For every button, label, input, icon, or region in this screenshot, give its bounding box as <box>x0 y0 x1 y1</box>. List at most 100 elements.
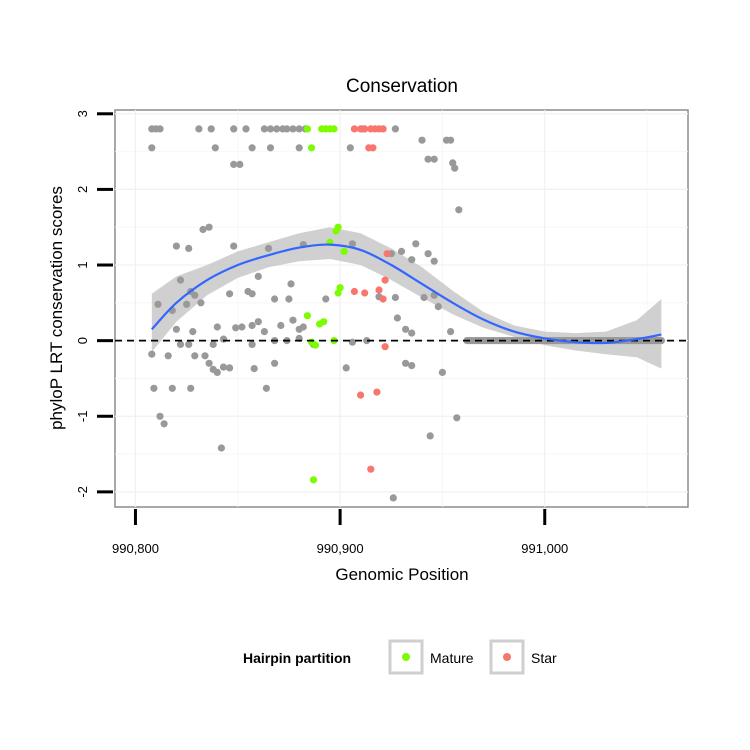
data-point-other <box>434 303 442 311</box>
x-tick-label: 990,900 <box>317 541 364 556</box>
data-point-other <box>391 293 399 302</box>
data-point-other <box>418 136 426 144</box>
data-point-other <box>295 144 303 152</box>
data-point-star <box>357 391 365 399</box>
data-point-other <box>207 125 215 133</box>
data-point-other <box>295 125 303 133</box>
data-point-other <box>176 340 185 348</box>
data-point-star <box>373 388 381 396</box>
data-point-other <box>156 125 164 133</box>
data-point-other <box>201 352 209 360</box>
data-point-other <box>273 125 281 133</box>
data-point-other <box>271 359 279 367</box>
data-point-other <box>393 314 401 322</box>
data-point-other <box>397 247 406 255</box>
data-point-star <box>379 125 387 133</box>
data-point-other <box>232 324 240 332</box>
data-point-other <box>348 338 356 346</box>
y-axis-label: phyloP LRT conservation scores <box>47 186 66 430</box>
data-point-other <box>271 295 279 303</box>
data-point-other <box>238 323 246 331</box>
data-point-other <box>408 256 416 264</box>
data-point-other <box>211 144 219 152</box>
x-tick-label: 991,000 <box>521 541 568 556</box>
data-point-other <box>420 293 428 302</box>
data-point-other <box>391 125 399 133</box>
data-point-star <box>381 343 389 351</box>
data-point-star <box>379 295 387 303</box>
data-point-mature <box>309 476 318 484</box>
data-point-other <box>242 125 250 133</box>
data-point-other <box>154 300 162 308</box>
data-point-other <box>187 384 195 392</box>
data-point-other <box>266 144 275 152</box>
smooth-line <box>150 243 662 345</box>
y-tick-label: -1 <box>75 411 90 423</box>
data-point-other <box>226 364 234 372</box>
data-point-other <box>191 352 199 360</box>
data-point-other <box>266 125 275 133</box>
smooth-line-group <box>150 243 662 345</box>
data-point-other <box>254 318 262 326</box>
data-point-other <box>176 276 185 284</box>
data-point-other <box>438 368 446 376</box>
x-tick-label: 990,800 <box>112 541 159 556</box>
data-point-star <box>350 125 358 133</box>
data-point-other <box>236 160 244 168</box>
data-point-star <box>369 144 377 152</box>
data-point-other <box>148 350 156 358</box>
data-point-other <box>213 368 221 376</box>
legend-label-star: Star <box>531 650 557 666</box>
chart-title: Conservation <box>346 76 458 97</box>
data-point-other <box>230 125 238 133</box>
y-tick-label: 2 <box>75 186 90 193</box>
data-point-other <box>191 291 199 299</box>
data-point-other <box>217 444 225 452</box>
data-point-other <box>262 384 270 392</box>
data-point-other <box>250 365 258 373</box>
data-point-other <box>230 160 238 168</box>
data-point-star <box>361 125 369 133</box>
data-point-other <box>248 290 256 298</box>
y-tick-label: -2 <box>75 486 90 498</box>
confidence-band-area <box>151 227 662 369</box>
data-point-mature <box>320 318 328 326</box>
data-point-star <box>350 287 358 296</box>
data-point-star <box>381 276 389 284</box>
confidence-band <box>151 227 662 369</box>
x-axis-label: Genomic Position <box>335 565 468 584</box>
data-point-other <box>402 325 410 333</box>
data-point-other <box>219 363 228 371</box>
data-point-other <box>285 295 293 303</box>
data-point-other <box>183 300 191 308</box>
data-point-other <box>205 359 213 367</box>
data-point-other <box>189 328 197 336</box>
data-point-other <box>172 242 180 250</box>
scatter-points <box>148 125 666 502</box>
data-point-other <box>199 225 207 234</box>
data-point-other <box>402 359 410 367</box>
data-point-other <box>254 272 262 280</box>
legend: Hairpin partition Mature Star <box>243 639 557 675</box>
data-point-other <box>172 325 180 333</box>
plot-panel <box>114 109 689 508</box>
data-point-other <box>426 432 434 440</box>
data-point-other <box>160 420 168 428</box>
data-point-other <box>213 323 221 331</box>
data-point-mature <box>340 247 348 255</box>
data-point-other <box>342 364 350 372</box>
data-point-other <box>226 290 234 298</box>
data-point-other <box>363 337 371 345</box>
data-point-star <box>367 465 375 473</box>
data-point-other <box>424 250 432 258</box>
data-point-other <box>209 340 217 348</box>
data-point-other <box>348 240 356 248</box>
data-point-other <box>408 329 416 337</box>
grid-lines <box>115 110 688 507</box>
data-point-other <box>447 328 455 336</box>
data-point-other <box>283 125 291 133</box>
data-point-other <box>299 323 307 331</box>
data-point-other <box>260 125 268 133</box>
data-point-star <box>361 289 369 297</box>
